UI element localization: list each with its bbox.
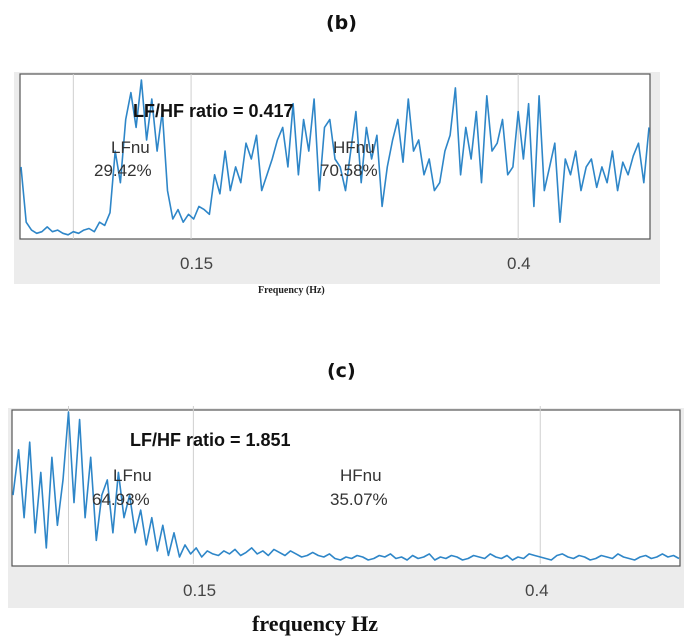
panel-b-hf-value: 70.58%	[320, 161, 378, 180]
panel-b-lf-label: LFnu	[111, 138, 150, 157]
panel-c-ratio-text: LF/HF ratio = 1.851	[130, 430, 291, 450]
panel-c: LF/HF ratio = 1.851 LFnu 64.93% HFnu 35.…	[8, 406, 684, 636]
panel-b-xlabel: Frequency (Hz)	[258, 285, 325, 296]
panel-b-spectrum-line	[20, 79, 650, 236]
panel-b: LF/HF ratio = 0.417 LFnu 29.42% HFnu 70.…	[14, 72, 660, 296]
panel-b-hf-label: HFnu	[333, 138, 375, 157]
panel-b-band-lines	[72, 74, 519, 239]
panel-c-tick-015: 0.15	[183, 581, 216, 600]
panel-c-lf-value: 64.93%	[92, 490, 150, 509]
panel-c-band-lines	[68, 406, 541, 564]
panel-b-lf-value: 29.42%	[94, 161, 152, 180]
panel-c-lf-label: LFnu	[113, 466, 152, 485]
panel-c-plot-area	[11, 409, 681, 567]
panel-c-xlabel: frequency Hz	[252, 611, 378, 636]
panel-b-tick-04: 0.4	[507, 254, 531, 273]
panel-b-ratio-text: LF/HF ratio = 0.417	[133, 101, 294, 121]
panel-c-tick-04: 0.4	[525, 581, 549, 600]
panel-b-label: (b)	[326, 12, 357, 34]
panel-c-label: (c)	[327, 360, 356, 382]
panel-c-hf-value: 35.07%	[330, 490, 388, 509]
panel-b-tick-015: 0.15	[180, 254, 213, 273]
panel-c-hf-label: HFnu	[340, 466, 382, 485]
panel-c-spectrum-line	[12, 411, 680, 561]
